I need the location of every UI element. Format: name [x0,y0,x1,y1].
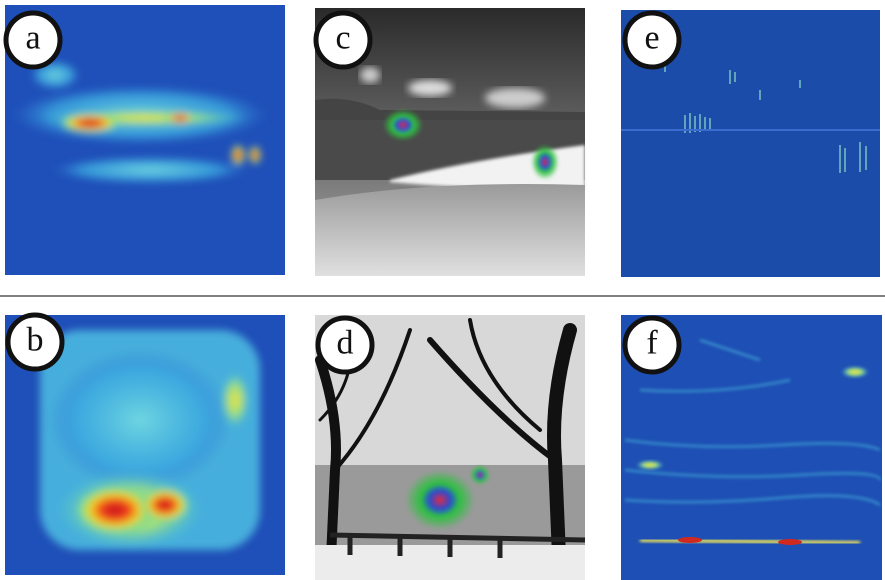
panel-labels: a b c d e f [3,10,682,375]
panel-label: a [25,20,40,57]
panel-label: f [646,325,658,362]
panel-label: b [27,322,44,359]
label-circle [315,315,375,375]
panel-label: d [337,325,354,362]
panel-d-image [315,315,586,580]
label-circle [3,10,63,70]
panel-label: e [644,20,659,57]
label-circle [622,10,682,70]
label-circle [622,315,682,375]
label-circle [5,312,65,372]
label-circle [313,10,373,70]
panel-label: c [335,20,350,57]
